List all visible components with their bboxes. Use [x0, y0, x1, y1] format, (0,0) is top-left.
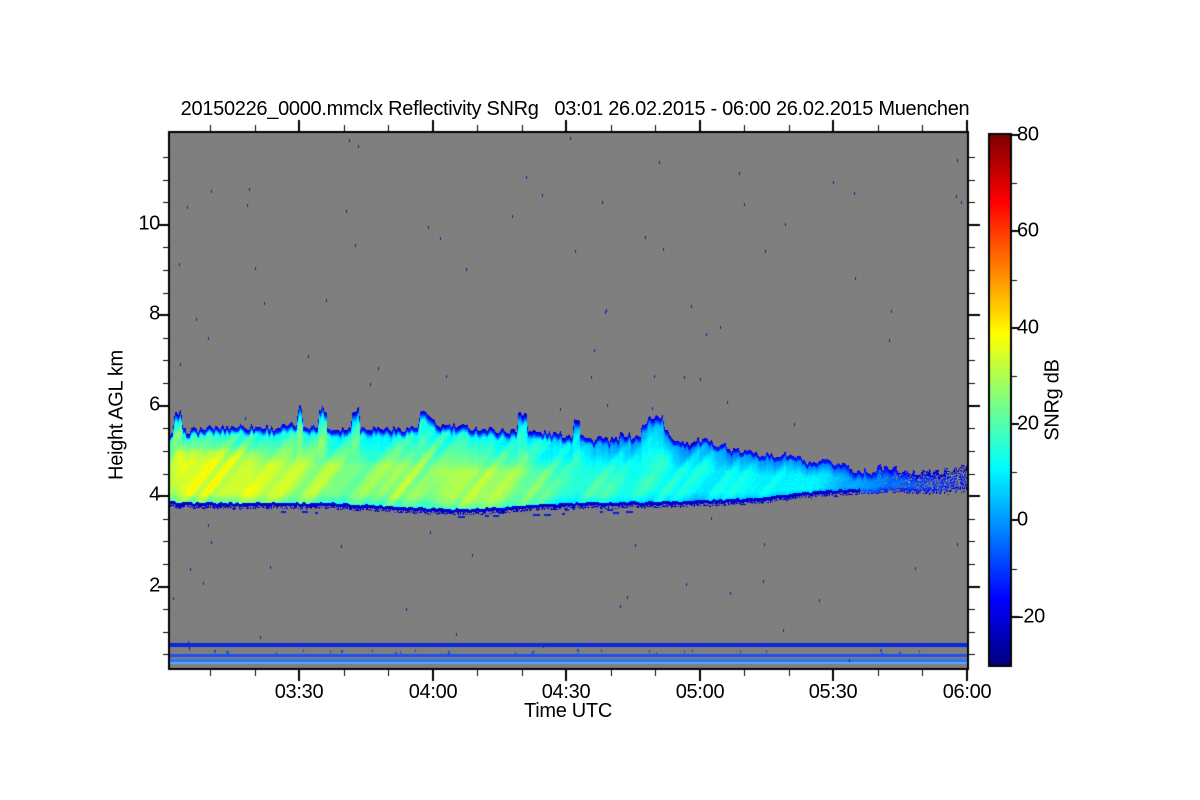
colorbar-tick-label-60: 60 — [1017, 219, 1039, 242]
x-axis-label: Time UTC — [524, 700, 612, 722]
x-tick-label-04-00: 04:00 — [408, 681, 458, 703]
colorbar-tick-label-40: 40 — [1017, 316, 1039, 339]
colorbar-tick-label-0: 0 — [1017, 508, 1028, 531]
colorbar-tick-label--20: -20 — [1017, 605, 1046, 628]
colorbar-tick-label-80: 80 — [1017, 123, 1039, 146]
y-tick-label-10: 10 — [138, 212, 160, 235]
colorbar-label: SNRg dB — [1041, 359, 1064, 441]
y-tick-label-2: 2 — [149, 574, 160, 597]
y-tick-label-4: 4 — [149, 483, 160, 506]
plot-title: 20150226_0000.mmclx Reflectivity SNRg 03… — [180, 98, 970, 120]
x-tick-label-05-00: 05:00 — [675, 681, 725, 703]
y-tick-label-8: 8 — [149, 302, 160, 325]
x-tick-label-05-30: 05:30 — [808, 681, 858, 703]
x-tick-label-06-00: 06:00 — [942, 681, 992, 703]
colorbar-tick-label-20: 20 — [1017, 412, 1039, 435]
x-tick-label-03-30: 03:30 — [274, 681, 324, 703]
x-tick-label-04-30: 04:30 — [541, 681, 591, 703]
y-tick-label-6: 6 — [149, 393, 160, 416]
